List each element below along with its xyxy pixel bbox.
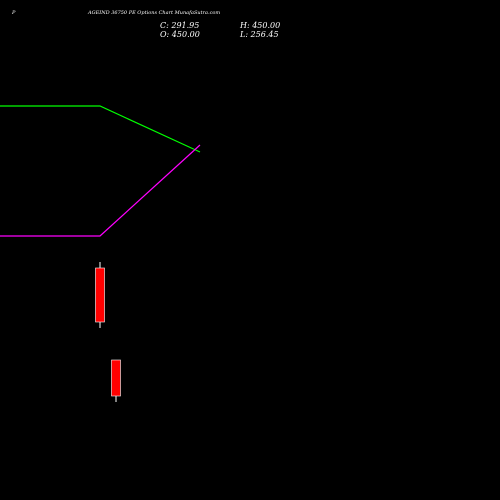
high-value: H: 450.00 (239, 21, 280, 30)
title-left: P (11, 10, 16, 16)
candles (95, 262, 121, 402)
green-indicator-line (0, 105, 201, 153)
close-value: C: 291.95 (160, 21, 199, 30)
magenta-indicator-line (0, 144, 201, 237)
indicator-lines (0, 105, 201, 237)
candle-body (111, 359, 121, 397)
chart-title: AGEIND 36750 PE Options Chart MunafaSutr… (87, 10, 220, 16)
candle-body (95, 267, 105, 323)
open-value: O: 450.00 (160, 30, 200, 39)
low-value: L: 256.45 (239, 30, 279, 39)
